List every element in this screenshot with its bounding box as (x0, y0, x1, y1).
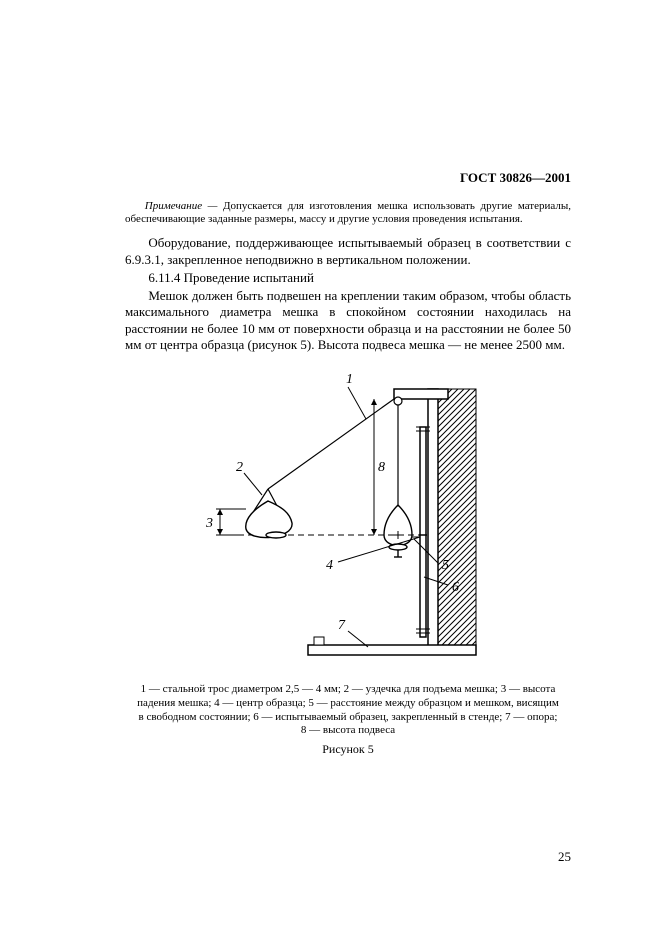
page-number: 25 (558, 849, 571, 865)
fig-label-1: 1 (346, 372, 353, 387)
page: ГОСТ 30826—2001 Примечание — Допускается… (0, 0, 661, 935)
paragraph-2: 6.11.4 Проведение испытаний (125, 270, 571, 286)
fig-label-8: 8 (378, 460, 385, 475)
figure-5: 1 2 3 4 5 6 7 8 1 — стальной трос диамет… (125, 367, 571, 757)
content-block: Примечание — Допускается для изготовлени… (125, 200, 571, 757)
note-label: Примечание — (145, 200, 223, 212)
fig-label-6: 6 (452, 580, 459, 595)
fig-label-7: 7 (338, 618, 346, 633)
note-paragraph: Примечание — Допускается для изготовлени… (125, 200, 571, 225)
paragraph-3: Мешок должен быть подвешен на креплении … (125, 288, 571, 353)
figure-title: Рисунок 5 (125, 742, 571, 757)
document-id: ГОСТ 30826—2001 (460, 170, 571, 186)
fig-label-4: 4 (326, 558, 333, 573)
fig-label-2: 2 (236, 460, 243, 475)
fig-label-3: 3 (205, 516, 213, 531)
figure-5-svg: 1 2 3 4 5 6 7 8 (198, 367, 498, 677)
paragraph-1: Оборудование, поддерживающее испытываемы… (125, 235, 571, 268)
figure-caption: 1 — стальной трос диаметром 2,5 — 4 мм; … (125, 683, 571, 738)
fig-label-5: 5 (442, 558, 449, 573)
